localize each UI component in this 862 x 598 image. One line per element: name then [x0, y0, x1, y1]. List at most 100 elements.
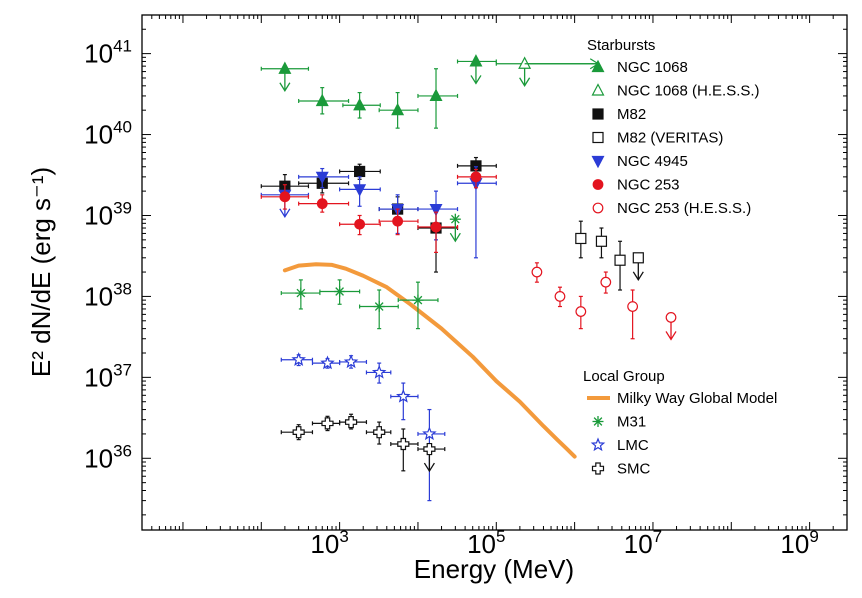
- asterisk-stroke: [374, 302, 384, 311]
- legend-entry: NGC 4945: [591, 153, 688, 170]
- y-tick-label: 1037: [84, 360, 132, 392]
- series-m31: [280, 213, 461, 330]
- data-point: [456, 168, 497, 189]
- y-tick-exponent: 39: [113, 198, 132, 217]
- marker-cross: [321, 417, 334, 430]
- marker-circle: [600, 276, 612, 288]
- x-tick-base: 10: [780, 529, 809, 559]
- marker-triangle-up: [429, 88, 443, 102]
- marker-square: [354, 165, 366, 178]
- marker-triangle-up: [518, 56, 532, 69]
- energy-range-arrow: [524, 58, 600, 70]
- marker-triangle-down: [429, 203, 443, 217]
- legend-entry: NGC 1068 (H.E.S.S.): [591, 83, 760, 100]
- marker-asterisk: [449, 213, 461, 225]
- milky-way-model-line: [282, 262, 577, 459]
- y-tick-text: 1037: [84, 360, 132, 392]
- marker-circle: [665, 312, 677, 323]
- series-ngc-4945: [260, 166, 497, 259]
- legend-entry: M82 (VERITAS): [592, 130, 723, 147]
- y-tick-base: 10: [84, 443, 113, 473]
- data-point: [632, 252, 644, 282]
- marker-star: [343, 354, 359, 369]
- y-tick-label: 1036: [84, 441, 132, 473]
- y-tick-base: 10: [84, 120, 113, 150]
- y-tick-base: 10: [84, 281, 113, 311]
- y-tick-exponent: 38: [113, 279, 132, 298]
- legend-entry: Milky Way Global Model: [587, 390, 777, 407]
- legend-label: NGC 4945: [617, 153, 688, 170]
- marker-triangle-up: [278, 61, 292, 74]
- marker-square: [595, 235, 608, 247]
- data-point: [339, 214, 381, 236]
- marker-triangle-up: [353, 97, 367, 111]
- marker-cross: [292, 426, 305, 439]
- upper-limit-head: [449, 232, 461, 243]
- legend-marker-cross: [591, 462, 605, 475]
- data-point: [280, 279, 321, 310]
- marker-circle: [575, 306, 587, 317]
- upper-limit-head: [423, 462, 435, 473]
- data-point: [417, 408, 446, 502]
- marker-circle: [279, 191, 291, 203]
- marker-square: [575, 232, 587, 245]
- x-axis-title: Energy (MeV): [414, 554, 574, 584]
- legend-label: M82: [617, 106, 646, 123]
- y-tick-label: 1040: [84, 118, 132, 150]
- legend-label: LMC: [617, 437, 649, 454]
- data-point: [495, 56, 599, 87]
- data-point: [260, 61, 310, 92]
- legend-marker-triangle-up: [591, 83, 605, 96]
- legend-group-title: Local Group: [583, 368, 665, 385]
- marker-asterisk: [373, 301, 385, 313]
- data-point: [614, 240, 626, 291]
- data-point: [600, 271, 612, 294]
- x-tick-base: 10: [310, 529, 339, 559]
- data-point: [417, 442, 446, 473]
- legend-label: M31: [617, 414, 646, 431]
- x-axis: 103 105 107 109: [310, 527, 818, 559]
- x-tick-text: 109: [780, 527, 818, 559]
- data-point: [575, 295, 587, 330]
- minor-ticks: [141, 14, 848, 530]
- y-tick-exponent: 41: [113, 37, 132, 56]
- asterisk-stroke: [296, 288, 306, 298]
- legend-label: NGC 253 (H.E.S.S.): [617, 200, 751, 217]
- y-tick-exponent: 40: [113, 118, 132, 137]
- legend-marker-circle: [592, 202, 604, 214]
- x-tick-label: 109: [780, 527, 818, 559]
- legend-entry: M31: [592, 414, 646, 431]
- marker-circle: [627, 301, 639, 312]
- legend-group-title: Starbursts: [587, 37, 655, 54]
- marker-circle: [430, 221, 442, 233]
- legend-label: Milky Way Global Model: [617, 390, 777, 407]
- data-point: [311, 355, 341, 370]
- data-point: [665, 312, 677, 341]
- data-point: [280, 424, 314, 441]
- data-point: [365, 421, 392, 445]
- marker-triangle-down: [315, 171, 329, 185]
- legend-entry: NGC 1068: [591, 59, 688, 76]
- marker-circle: [392, 215, 404, 227]
- x-tick-text: 103: [310, 527, 348, 559]
- legend-marker-star: [590, 437, 606, 452]
- data-point: [554, 286, 566, 308]
- data-point: [627, 289, 639, 340]
- x-tick-exponent: 7: [653, 527, 662, 546]
- series-ngc-1068-h-e-s-s: [495, 56, 599, 87]
- data-point: [339, 354, 368, 369]
- data-point: [298, 167, 350, 189]
- asterisk-stroke: [450, 214, 460, 224]
- data-point: [531, 262, 543, 283]
- x-tick-text: 105: [467, 527, 505, 559]
- asterisk-stroke: [413, 295, 423, 305]
- y-tick-text: 1036: [84, 441, 132, 473]
- marker-asterisk: [412, 294, 424, 306]
- data-point: [298, 194, 350, 213]
- marker-square: [632, 252, 644, 264]
- data-point: [378, 194, 419, 235]
- data-point: [595, 227, 608, 259]
- legend-label: NGC 253: [617, 177, 680, 194]
- marker-asterisk: [295, 287, 307, 299]
- y-tick-text: 1038: [84, 279, 132, 311]
